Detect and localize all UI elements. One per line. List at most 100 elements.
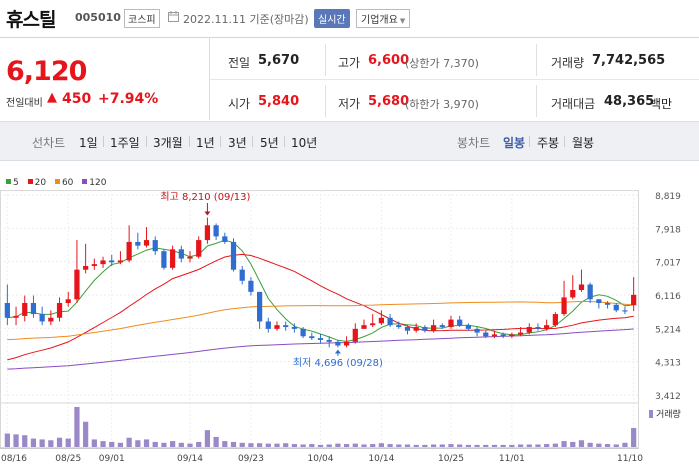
candle-body [613, 304, 619, 311]
tab-weekly[interactable]: 주봉 [537, 136, 560, 150]
current-price-block: 6,120 전일대비 ▲ 450 +7.94% [0, 38, 210, 120]
high-arrow-head [204, 211, 211, 216]
candle-body [248, 280, 254, 292]
candle-body [544, 325, 550, 329]
tab-1day[interactable]: 1일 [79, 136, 98, 150]
tab-5year[interactable]: 5년 [260, 136, 279, 150]
tab-daily[interactable]: 일봉 [503, 136, 526, 150]
candle-body [491, 334, 498, 337]
y-tick-label: 4,313 [655, 359, 681, 369]
divider [325, 44, 326, 76]
upper-limit: (상한가 7,370) [405, 57, 479, 70]
price-summary: 6,120 전일대비 ▲ 450 +7.94% 전일 5,670 고가 6,60… [0, 38, 699, 120]
tab-3month[interactable]: 3개월 [153, 136, 183, 150]
candle-body [578, 284, 585, 291]
row-divider [210, 79, 699, 80]
volume-bar [204, 430, 211, 447]
volume-bar [74, 407, 80, 447]
x-tick-label: 10/04 [308, 454, 334, 464]
volume-bar [48, 440, 54, 447]
volume-bar [352, 443, 358, 447]
candle-body [204, 225, 211, 241]
candle-body [474, 328, 480, 333]
legend-swatch [54, 179, 60, 184]
legend-swatch [6, 179, 11, 184]
volume-bar [604, 444, 611, 447]
amount-unit: 백만 [650, 97, 673, 111]
candle-body [300, 328, 306, 337]
x-tick-label: 08/25 [55, 454, 81, 464]
volume-bar [422, 444, 428, 447]
volume-bar [196, 441, 202, 447]
divider [325, 85, 326, 117]
candle-body [274, 325, 280, 329]
candle-body [65, 299, 71, 303]
candle-body [430, 325, 437, 331]
volume-bar [135, 440, 141, 447]
tab-monthly[interactable]: 월봉 [572, 136, 595, 150]
volume-bar [631, 428, 637, 447]
volume-bar [587, 442, 593, 447]
realtime-button[interactable]: 실시간 [314, 9, 350, 28]
volume-bar [187, 443, 193, 447]
volume-bar [439, 444, 445, 447]
price-axis: 8,819 7,918 7,017 6,116 5,214 4,313 3,412 [655, 192, 681, 402]
candle-body [370, 323, 376, 326]
candle-body [439, 325, 445, 328]
volume-bar [578, 440, 585, 447]
volume-bar [83, 421, 89, 447]
volume-bar [300, 444, 306, 447]
volume-bar [309, 444, 315, 447]
divider [536, 44, 537, 76]
amount-label: 거래대금 [551, 97, 596, 111]
candle-body [109, 260, 115, 263]
x-tick-label: 11/01 [499, 454, 525, 464]
candle-body [22, 302, 28, 316]
change-amount: 450 [62, 91, 92, 107]
volume-bar [343, 444, 350, 447]
legend-swatch [82, 179, 88, 184]
candle-body [143, 240, 150, 246]
candle-body [187, 256, 193, 259]
volume-bar [622, 442, 628, 447]
low-label: 저가 [338, 97, 361, 111]
candlestick-chart: 8,819 7,918 7,017 6,116 5,214 4,313 3,412 최고 8… [0, 190, 681, 464]
volume-bar [291, 444, 298, 447]
stock-name: 휴스틸 [6, 9, 56, 31]
volume-bar [222, 441, 228, 447]
candle-body [587, 284, 593, 300]
candle-body [222, 236, 228, 242]
volume-bar [526, 444, 532, 447]
tab-1week[interactable]: 1주일 [110, 136, 140, 150]
volume-bar [448, 444, 454, 447]
base-date: 2022.11.11 기준(장마감) [183, 13, 309, 26]
volume-bar [465, 444, 471, 447]
candle-body [257, 291, 263, 322]
candle-body [196, 240, 202, 257]
chart-frame [0, 190, 639, 449]
volume-bar [65, 438, 71, 447]
tab-1year[interactable]: 1년 [196, 136, 215, 150]
volume-bar [13, 434, 19, 447]
tab-3year[interactable]: 3년 [228, 136, 247, 150]
volume-bar [517, 444, 524, 447]
volume-bar [109, 441, 115, 447]
candle-body [230, 241, 237, 270]
x-tick-label: 10/25 [438, 454, 464, 464]
candle-body [422, 327, 428, 331]
candle-body [483, 332, 489, 337]
high-label: 고가 [338, 56, 361, 70]
volume-bar [230, 441, 237, 447]
tab-10year[interactable]: 10년 [291, 136, 318, 150]
volume-bar [274, 443, 280, 447]
candle-body [326, 339, 332, 342]
candle-body [361, 325, 367, 329]
candle-body [4, 302, 10, 318]
candle-body [622, 310, 628, 312]
candle-body [117, 260, 124, 263]
volume-bar [387, 444, 393, 447]
volume-bar [257, 443, 263, 447]
high-value: 6,600 [368, 53, 410, 68]
company-overview-button[interactable]: 기업개요 ▼ [356, 9, 411, 28]
x-tick-label: 10/14 [368, 454, 394, 464]
